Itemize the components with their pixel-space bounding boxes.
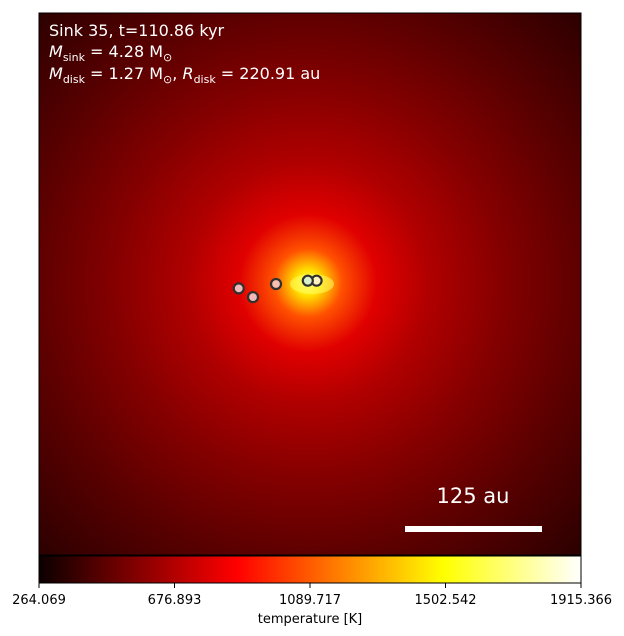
sink-marker-sink-4: [232, 282, 245, 295]
colorbar-tick-label: 676.893: [148, 593, 202, 608]
colorbar-tick-label: 264.069: [12, 593, 66, 608]
colorbar-label: temperature [K]: [258, 612, 363, 627]
sink-marker-sink-3: [269, 277, 283, 291]
colorbar-tick-label: 1089.717: [279, 593, 341, 608]
disk-properties-label: Mdisk = 1.27 M⊙, Rdisk = 220.91 au: [49, 64, 320, 86]
sink-markers: [232, 274, 323, 304]
colorbar-tick-label: 1915.366: [550, 593, 612, 608]
colorbar-tick-label: 1502.542: [414, 593, 476, 608]
colorbar: [38, 555, 582, 584]
scale-bar-label: 125 au: [437, 484, 510, 508]
sink-marker-sink-5: [246, 291, 260, 304]
plot-frame: [38, 12, 582, 556]
sink-time-label: Sink 35, t=110.86 kyr: [49, 21, 225, 40]
colorbar-ticks: 264.069 676.893 1089.717 1502.542 1915.366: [12, 583, 612, 608]
scale-bar: [405, 526, 542, 532]
sink-marker-sink-2: [301, 274, 314, 287]
sink-mass-label: Msink = 4.28 M⊙: [49, 42, 172, 64]
